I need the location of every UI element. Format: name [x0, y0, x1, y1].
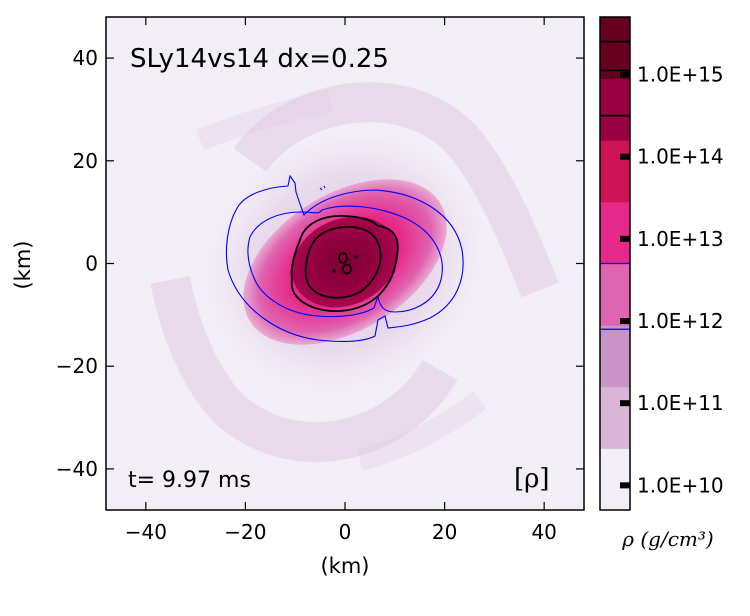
- colorbar-segment: [600, 201, 630, 264]
- colorbar-segments: [600, 17, 630, 511]
- colorbar-contour-levels: [600, 40, 630, 330]
- y-tick-label: −40: [56, 457, 98, 481]
- panel-title: SLy14vs14 dx=0.25: [130, 44, 389, 74]
- colorbar-label: ρ (g/cm³): [621, 527, 713, 551]
- colorbar-segment: [600, 140, 630, 203]
- y-tick-label: −20: [56, 354, 98, 378]
- y-tick-label: 0: [85, 252, 98, 276]
- colorbar-frame: [599, 16, 631, 511]
- x-tick-label: 40: [531, 520, 556, 544]
- y-tick-label: 40: [73, 46, 98, 70]
- colorbar-tick: [620, 482, 630, 489]
- x-axis: −40 −20 0 20 40: [125, 17, 557, 544]
- colorbar-segment: [600, 386, 630, 449]
- contour-peak-3: [332, 269, 336, 273]
- colorbar-tick: [620, 71, 630, 78]
- spiral-tail-upper: [233, 82, 559, 298]
- density-field: [150, 82, 559, 471]
- contour-peak-4: [354, 255, 358, 259]
- contour-fragment: [319, 185, 326, 191]
- colorbar-tick-label: 1.0E+15: [637, 63, 724, 87]
- colorbar-segment: [600, 325, 630, 388]
- colorbar-tick: [620, 400, 630, 407]
- x-tick-label: 0: [339, 520, 352, 544]
- colorbar-tick-label: 1.0E+10: [637, 473, 724, 497]
- spiral-tail-lower: [150, 275, 458, 463]
- contour-peak-2: [342, 263, 352, 275]
- spiral-arm-se: [357, 391, 487, 471]
- contour-peak-1: [338, 252, 348, 264]
- colorbar-segment: [600, 263, 630, 326]
- y-axis: 40 20 0 −20 −40: [56, 46, 584, 481]
- x-tick-label: 20: [432, 520, 457, 544]
- y-tick-label: 20: [73, 149, 98, 173]
- colorbar-tick-label: 1.0E+12: [637, 309, 724, 333]
- contour-high-outer: [290, 215, 399, 313]
- x-axis-label: (km): [320, 554, 369, 578]
- colorbar-ticks: 1.0E+10 1.0E+11 1.0E+12 1.0E+13 1.0E+14 1.0E+…: [620, 63, 724, 497]
- colorbar-tick-label: 1.0E+11: [637, 391, 724, 415]
- contour-high-inner: [304, 226, 382, 299]
- colorbar-tick-label: 1.0E+13: [637, 227, 724, 251]
- y-axis-label: (km): [11, 240, 35, 289]
- field-tag: [ρ]: [514, 464, 550, 494]
- colorbar-tick-label: 1.0E+14: [637, 145, 724, 169]
- colorbar-tick: [620, 235, 630, 242]
- spiral-arm-nw: [195, 89, 333, 151]
- colorbar-segment: [600, 17, 630, 80]
- x-tick-label: −40: [125, 520, 167, 544]
- contour-mid: [247, 205, 443, 318]
- colorbar-segment: [600, 78, 630, 141]
- colorbar: 1.0E+10 1.0E+11 1.0E+12 1.0E+13 1.0E+14 1.0E+…: [599, 16, 724, 551]
- colorbar-segment: [600, 448, 630, 511]
- x-tick-label: −20: [224, 520, 266, 544]
- colorbar-tick: [620, 153, 630, 160]
- colorbar-tick: [620, 318, 630, 325]
- time-annotation: t= 9.97 ms: [128, 468, 251, 493]
